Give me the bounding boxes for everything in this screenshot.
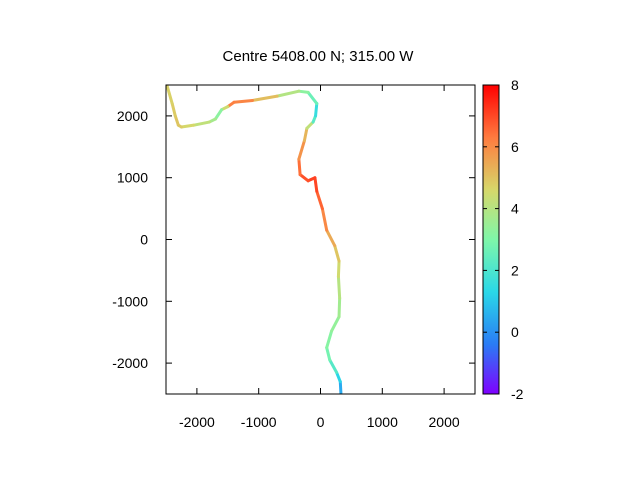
track-segment <box>336 259 341 279</box>
track-segment <box>315 189 324 211</box>
track-segment <box>333 244 341 263</box>
track-segment <box>232 98 255 104</box>
y-tick-label: 0 <box>140 232 148 248</box>
track-segment <box>335 370 342 384</box>
colorbar-tick-label: 4 <box>511 201 519 217</box>
x-axis: -2000 -1000 0 1000 2000 <box>179 85 460 430</box>
track-segment <box>192 120 211 127</box>
track-segment <box>328 358 339 374</box>
track-segment <box>213 108 224 121</box>
x-tick-label: 0 <box>317 414 325 430</box>
track-segment <box>297 139 306 161</box>
y-tick-label: 2000 <box>117 108 148 124</box>
y-axis: -2000 -1000 0 1000 2000 <box>112 108 475 371</box>
colorbar-tick-label: 0 <box>511 324 519 340</box>
track-segment <box>337 296 342 319</box>
track-segment <box>170 102 177 118</box>
y-tick-label: -2000 <box>112 355 148 371</box>
track-segment <box>298 173 310 183</box>
track-segment <box>336 275 342 300</box>
track-segment <box>338 380 343 395</box>
track-segment <box>179 123 196 129</box>
track-segment <box>275 89 301 98</box>
x-tick-label: 2000 <box>429 414 460 430</box>
y-tick-label: -1000 <box>112 293 148 309</box>
track-segment <box>173 114 180 127</box>
track-segment <box>313 176 319 193</box>
track-segment <box>251 94 279 102</box>
colorbar-axis: -2 0 2 4 6 8 <box>483 77 524 402</box>
track-segment <box>306 90 319 106</box>
colorbar-tick-label: 8 <box>511 77 519 93</box>
colorbar-tick-label: 6 <box>511 139 519 155</box>
track-segment <box>297 157 302 177</box>
track-segment <box>297 89 310 94</box>
track-layer <box>165 84 343 395</box>
chart-title: Centre 5408.00 N; 315.00 W <box>223 48 415 65</box>
track-segment <box>314 102 319 118</box>
track-segment <box>325 346 332 362</box>
x-tick-label: -1000 <box>241 414 277 430</box>
x-tick-label: -2000 <box>179 414 215 430</box>
track-segment <box>325 329 334 350</box>
colorbar <box>482 84 500 395</box>
track-segment <box>330 315 341 333</box>
track-segment <box>320 207 329 232</box>
track-segment <box>325 228 337 248</box>
colorbar-tick-label: -2 <box>511 386 524 402</box>
colorbar-tick-label: 2 <box>511 262 519 278</box>
track-segment <box>302 126 309 143</box>
track-segment <box>165 84 174 106</box>
x-tick-label: 1000 <box>367 414 398 430</box>
plot-frame <box>165 84 476 395</box>
y-tick-label: 1000 <box>117 170 148 186</box>
